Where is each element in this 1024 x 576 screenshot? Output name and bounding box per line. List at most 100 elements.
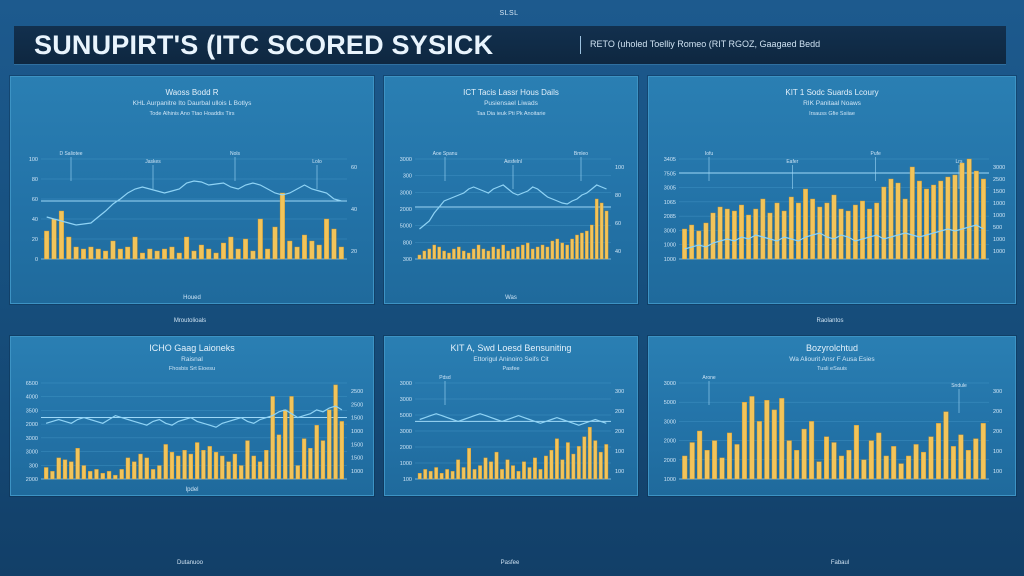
bar	[739, 204, 744, 260]
bar	[881, 186, 887, 260]
bar	[874, 202, 880, 260]
callout-label: Nols	[230, 151, 241, 157]
chart-panel-1[interactable]: Waoss Bodd R KHL Aurpanitre Ito Daurbal u…	[10, 76, 374, 304]
bar	[456, 459, 461, 480]
y-tick-label: 6500	[26, 381, 38, 387]
bar	[264, 449, 269, 480]
bar	[191, 250, 197, 260]
right-tick-label: 1500	[351, 442, 363, 448]
chart-panel-2[interactable]: ICT Tacis Lassr Hous Dails Pusiensael Liw…	[384, 76, 638, 304]
x-axis-label: Houed	[183, 295, 201, 301]
bar	[604, 444, 609, 480]
bar	[461, 467, 466, 480]
bar	[860, 200, 865, 260]
y-tick-label: 2000	[664, 458, 676, 464]
bar	[731, 210, 737, 260]
bar	[201, 449, 206, 480]
bar	[580, 232, 584, 260]
bar	[852, 204, 858, 260]
bar	[73, 246, 79, 260]
bar	[530, 248, 535, 260]
bar	[117, 248, 123, 260]
bar	[228, 236, 234, 260]
callout-label: Iofu	[705, 151, 714, 157]
bar	[895, 182, 901, 260]
bar	[560, 459, 565, 480]
bar	[69, 461, 74, 480]
chart-title: ICHO Gaag Laioneks	[149, 343, 235, 353]
bar	[176, 252, 182, 260]
bar	[232, 453, 238, 480]
right-tick-label: 300	[615, 389, 624, 395]
bar	[560, 242, 564, 260]
y-tick-label: 1000	[664, 477, 676, 483]
bar	[50, 471, 55, 480]
footer-label-4: Dutanuoo	[176, 560, 204, 566]
bar	[226, 461, 231, 480]
bar	[245, 440, 250, 480]
y-tick-label: 3000	[400, 429, 412, 435]
bar	[697, 430, 703, 480]
bar	[316, 244, 322, 260]
right-tick-label: 100	[993, 449, 1002, 455]
y-tick-label: 3005	[664, 186, 676, 192]
y-tick-label: 100	[29, 157, 38, 163]
chart-subtitle: KHL Aurpanitre Ito Daurbal ullois L Botl…	[133, 100, 252, 107]
chart-panel-6[interactable]: Bozyrolchtud Wa Aliourit Ansr F Ausa Esie…	[648, 336, 1016, 496]
chart-panel-5[interactable]: KIT A, Swd Loesd Bensuniting Ettorigul An…	[384, 336, 638, 496]
y-tick-label: 1000	[664, 257, 676, 263]
bar	[544, 455, 548, 480]
bar	[774, 202, 780, 260]
bar	[538, 469, 543, 480]
bar	[309, 240, 315, 260]
bar	[891, 446, 897, 480]
bar	[333, 384, 338, 480]
bar	[66, 236, 72, 260]
callout-label: Eafer	[786, 159, 798, 165]
bar	[462, 250, 466, 260]
bar	[916, 180, 922, 260]
bar	[824, 202, 830, 260]
right-tick-label: 1500	[351, 456, 363, 462]
bar	[450, 471, 455, 480]
callout-label: Sndule	[951, 383, 967, 389]
right-tick-label: 1500	[993, 189, 1005, 195]
bar	[582, 436, 587, 480]
bar	[845, 210, 851, 260]
bar	[767, 212, 773, 260]
bar	[803, 188, 808, 260]
bar	[331, 228, 337, 260]
y-tick-label: 300	[29, 463, 38, 469]
bar	[883, 455, 889, 480]
bar	[207, 446, 212, 480]
footer-label-6: Fabaul	[830, 560, 850, 566]
chart-panel-3[interactable]: KIT 1 Sodc Suards Lcoury RIK Panitaal Noa…	[648, 76, 1016, 304]
bar	[276, 434, 282, 480]
bar	[320, 440, 326, 480]
bar	[251, 455, 256, 480]
chart-panel-4[interactable]: ICHO Gaag Laioneks Raisnal Fhosbis Srt Eio…	[10, 336, 374, 496]
y-tick-label: 2000	[26, 422, 38, 428]
bar	[176, 455, 181, 480]
bar	[913, 444, 919, 480]
bar	[476, 244, 481, 260]
bar	[250, 250, 256, 260]
right-tick-label: 2500	[351, 389, 363, 395]
callout-label: D Saliotee	[59, 151, 82, 157]
bar	[526, 242, 530, 260]
bar	[590, 224, 594, 260]
bar	[257, 461, 263, 480]
bar	[867, 208, 872, 260]
bar	[100, 473, 105, 480]
right-tick-label: 40	[351, 207, 357, 213]
bar	[950, 446, 956, 480]
y-tick-label: 300	[403, 174, 412, 180]
y-tick-label: 3000	[400, 190, 412, 196]
bar	[712, 440, 718, 480]
bar	[924, 188, 929, 260]
bar	[119, 469, 124, 480]
bar	[906, 455, 912, 480]
bar	[571, 453, 576, 480]
callout-label: Jaskes	[145, 159, 161, 165]
bar	[213, 252, 219, 260]
